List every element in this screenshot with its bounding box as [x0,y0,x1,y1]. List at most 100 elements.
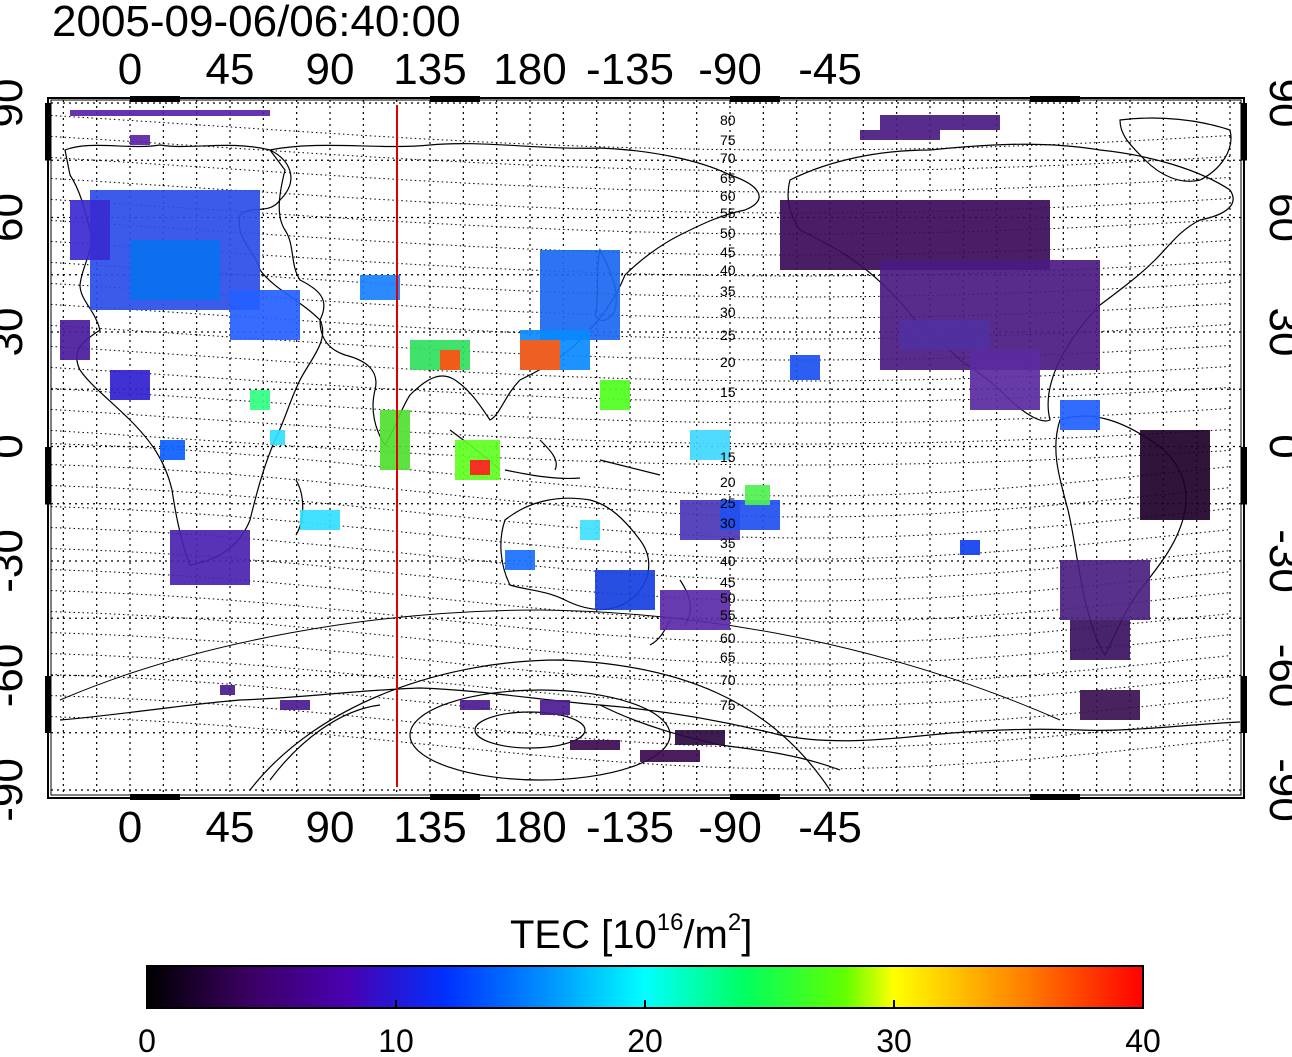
contour-line [51,261,1232,298]
frame-tick [130,96,180,102]
contour-label: 60 [720,630,736,646]
frame-ticks [45,96,1247,800]
tec-patch [440,350,460,370]
tec-patch [70,110,270,116]
longitude-label: 90 [306,803,355,852]
frame-tick [430,794,480,800]
tec-patch [1140,430,1210,520]
tec-patch [360,275,400,300]
frame-tick [730,96,780,102]
tec-patch [220,685,235,695]
contour-line [51,527,1232,581]
longitude-label: 0 [118,45,142,94]
latitude-label: 30 [1260,308,1292,357]
contour-line [51,198,1232,235]
tec-patch [595,570,655,610]
tec-patch [675,730,725,745]
contour-line [51,506,1232,560]
contour-line [51,569,1232,623]
tec-patch [470,460,490,475]
frame-tick [1241,676,1247,733]
frame-tick [45,103,51,161]
map-title: 2005-09-06/06:40:00 [52,0,461,46]
latitude-label: 30 [0,308,32,357]
tec-patch [505,550,535,570]
contour-label: 50 [720,225,736,241]
contour-line [51,387,1232,424]
latitude-label: -30 [1260,529,1292,593]
frame-tick [1030,96,1080,102]
contour-line [51,219,1232,256]
contour-line [51,485,1232,539]
longitude-label: -135 [586,803,674,852]
contour-ring [474,711,586,749]
contour-line [51,366,1232,403]
contour-line [51,653,1232,707]
contour-label: 25 [720,327,736,343]
contour-line [51,303,1232,340]
colorbar-tick-label: 40 [1125,1023,1161,1057]
tec-patch [690,430,730,460]
colorbar-ticks: 0 10 20 30 40 [138,1000,1161,1057]
tec-patch [970,350,1040,410]
frame-tick [1030,794,1080,800]
colorbar-title: TEC [1016/m2] [510,909,752,957]
tec-patch [660,590,730,630]
longitude-label: 90 [306,45,355,94]
tec-patch [130,240,220,300]
contour-line [51,345,1232,382]
longitude-label: 135 [393,45,466,94]
tec-patch [570,740,620,750]
frame-tick [130,794,180,800]
tec-patch [230,290,300,340]
tec-patch [580,520,600,540]
contour-label: 30 [720,304,736,320]
colorbar: TEC [1016/m2] 0 10 20 30 40 [138,909,1161,1057]
tec-patch [60,320,90,360]
frame-tick [1241,103,1247,161]
contour-line [51,240,1232,277]
tec-patch [130,135,150,145]
contour-line [51,177,1232,214]
contour-label: 80 [720,112,736,128]
colorbar-tick-label: 0 [138,1023,156,1057]
contour-line [51,674,1232,728]
frame-tick [730,794,780,800]
tec-patch [900,320,990,350]
contour-ring [249,659,831,791]
contour-label: 40 [720,262,736,278]
longitude-label: -90 [698,45,762,94]
contour-label: 35 [720,535,736,551]
longitude-label: -45 [798,45,862,94]
longitude-label: 45 [206,803,255,852]
tec-patch [70,200,110,260]
frame-tick [430,96,480,102]
contour-label: 20 [720,354,736,370]
contour-ring [59,609,1061,721]
colorbar-tick-label: 10 [378,1023,414,1057]
tec-patch [600,380,630,410]
contour-label: 35 [720,283,736,299]
latitude-label: -30 [0,529,32,593]
tec-patch [860,130,940,140]
tec-patch [280,700,310,710]
contour-label: 60 [720,188,736,204]
longitude-label: -135 [586,45,674,94]
tec-data-patches [60,110,1210,762]
tec-patch [790,355,820,380]
tec-patch [170,530,250,585]
contour-line [51,408,1232,445]
tec-patch [460,700,490,710]
frame-tick [45,447,51,505]
contour-line [51,156,1232,193]
contour-line [51,429,1232,466]
contour-line [51,114,1232,151]
contour-label: 15 [720,384,736,400]
contour-line [51,611,1232,665]
latitude-label: 60 [0,193,32,242]
contour-label: 65 [720,170,736,186]
contour-label: 75 [720,697,736,713]
colorbar-tick-label: 20 [627,1023,663,1057]
latitude-label: 0 [1260,434,1292,458]
